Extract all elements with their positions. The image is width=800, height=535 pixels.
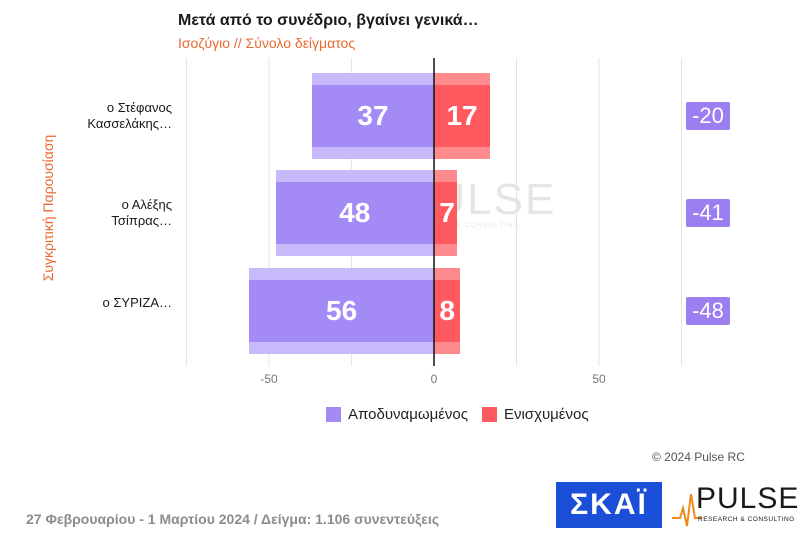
- value-label-strengthened: 8: [439, 295, 455, 326]
- pulse-logo-word: PULSE: [696, 482, 800, 515]
- x-tick-label: -50: [260, 372, 278, 386]
- bar-weakened-core: [249, 280, 434, 342]
- pulse-heartbeat-icon: [672, 493, 702, 527]
- pulse-logo-tag: RESEARCH & CONSULTING: [698, 516, 795, 523]
- value-label-weakened: 37: [357, 100, 389, 131]
- net-balance-badge: -20: [686, 102, 730, 130]
- chart-legend: Αποδυναμωμένος Ενισχυμένος: [326, 406, 603, 423]
- legend-item-strengthened: Ενισχυμένος: [481, 406, 589, 423]
- x-tick-label: 0: [430, 372, 438, 386]
- value-label-strengthened: 7: [439, 197, 455, 228]
- chart-title: Μετά από το συνέδριο, βγαίνει γενικά…: [178, 12, 479, 29]
- net-balance-badge: -48: [686, 297, 730, 325]
- watermark-tag: RESEARCH & CONSULTING: [406, 222, 520, 229]
- bar-strengthened-core: [434, 182, 458, 244]
- x-tick-label: 50: [592, 372, 606, 386]
- bar-weakened: [275, 170, 434, 256]
- value-label-strengthened: 17: [446, 100, 478, 131]
- survey-footer: 27 Φεβρουαρίου - 1 Μαρτίου 2024 / Δείγμα…: [26, 511, 440, 527]
- bar-weakened: [249, 268, 434, 354]
- legend-item-weakened: Αποδυναμωμένος: [326, 406, 468, 423]
- skai-logo: ΣΚΑΪ: [556, 482, 662, 528]
- bar-weakened-core: [275, 182, 434, 244]
- copyright: © 2024 Pulse RC: [652, 450, 745, 464]
- chart-subtitle: Ισοζύγιο // Σύνολο δείγματος: [178, 35, 356, 51]
- value-label-weakened: 56: [326, 295, 358, 326]
- value-label-weakened: 48: [339, 197, 371, 228]
- net-balance-badge: -41: [686, 199, 730, 227]
- bar-strengthened: [434, 170, 458, 256]
- y-axis-label: Συγκριτική Παρουσίαση: [40, 134, 56, 282]
- legend-swatch-strengthened: [481, 407, 497, 422]
- category-label: ο Αλέξης Τσίπρας…: [111, 197, 172, 228]
- bar-strengthened-core: [434, 85, 491, 147]
- bar-strengthened: [434, 268, 461, 354]
- bar-weakened-core: [311, 85, 434, 147]
- legend-swatch-weakened: [326, 407, 341, 422]
- bar-strengthened: [434, 73, 491, 159]
- category-label: ο Στέφανος Κασσελάκης…: [87, 100, 172, 131]
- bar-strengthened-core: [434, 280, 461, 342]
- legend-label-strengthened: Ενισχυμένος: [503, 406, 589, 423]
- pulse-logo: PULSE RESEARCH & CONSULTING: [672, 482, 798, 528]
- bar-weakened: [311, 73, 434, 159]
- category-label: ο ΣΥΡΙΖΑ…: [102, 295, 172, 310]
- legend-label-weakened: Αποδυναμωμένος: [348, 406, 468, 423]
